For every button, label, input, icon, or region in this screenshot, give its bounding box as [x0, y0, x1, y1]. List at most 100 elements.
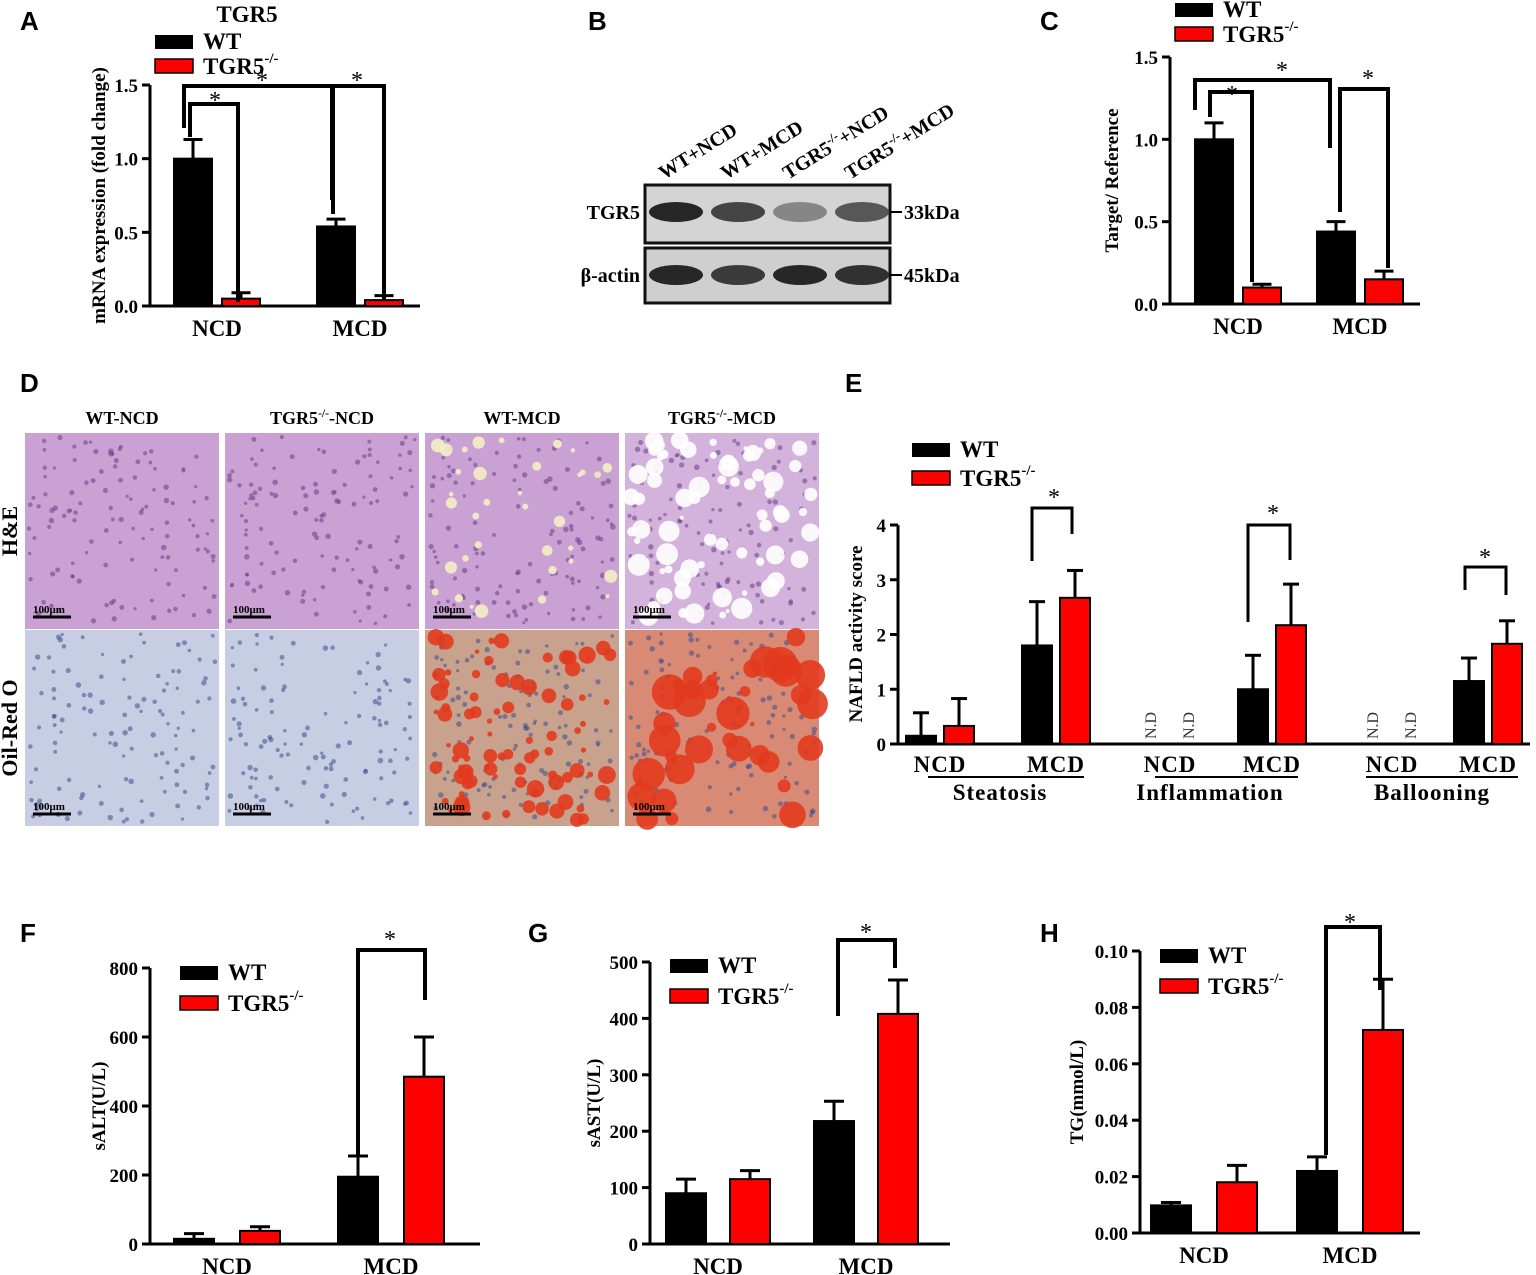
histology-nucleus — [521, 472, 528, 478]
histology-nucleus — [513, 743, 518, 748]
histology-nucleus — [328, 766, 334, 772]
histology-lipid-droplet — [541, 688, 557, 704]
histology-lipid-droplet — [730, 477, 740, 487]
histology-nucleus — [373, 621, 378, 626]
histology-lipid-droplet — [697, 560, 705, 569]
histology-nucleus — [366, 591, 372, 597]
histology-nucleus — [231, 716, 236, 721]
histology-nucleus — [731, 761, 737, 767]
histology-nucleus — [384, 682, 389, 687]
histology-nucleus — [164, 520, 170, 526]
histology-nucleus — [51, 669, 56, 674]
histology-nucleus — [254, 632, 259, 638]
histology-nucleus — [354, 459, 361, 465]
histology-nucleus — [521, 437, 526, 442]
histology-nucleus — [320, 751, 324, 755]
histology-nucleus — [244, 545, 249, 550]
histology-lipid-droplet — [594, 785, 611, 801]
histology-lipid-droplet — [627, 527, 637, 537]
histology-nucleus — [405, 678, 412, 684]
histology-nucleus — [636, 742, 642, 748]
histology-nucleus — [492, 533, 496, 537]
histology-nucleus — [35, 610, 42, 617]
histology-nucleus — [410, 485, 414, 489]
histology-nucleus — [57, 434, 63, 441]
histology-nucleus — [26, 526, 32, 531]
histology-nucleus — [812, 476, 817, 481]
histology-nucleus — [446, 473, 452, 479]
histology-nucleus — [72, 457, 77, 462]
panel-h-bar-ko — [1362, 1028, 1404, 1234]
histology-nucleus — [242, 701, 248, 707]
panel-e-category-label: NCD — [1144, 752, 1197, 777]
histology-nucleus — [335, 743, 341, 749]
histology-nucleus — [428, 543, 434, 550]
histology-nucleus — [678, 462, 685, 468]
histology-nucleus — [595, 679, 601, 685]
histology-lipid-droplet — [674, 582, 692, 600]
histology-nucleus — [362, 769, 369, 775]
panel-e-significance-star: * — [1048, 485, 1060, 511]
panel-e-nd-label: N.D — [1403, 712, 1420, 739]
histology-nucleus — [536, 578, 542, 584]
histology-nucleus — [776, 459, 781, 464]
histology-nucleus — [595, 585, 600, 590]
histology-nucleus — [159, 751, 165, 756]
histology-lipid-droplet — [739, 685, 751, 697]
histology-nucleus — [660, 659, 664, 663]
histology-lipid-droplet — [743, 659, 762, 678]
histology-nucleus — [515, 660, 521, 666]
histology-nucleus — [90, 618, 97, 624]
histology-lipid-droplet — [474, 604, 489, 618]
histology-nucleus — [181, 593, 186, 598]
histology-nucleus — [580, 546, 586, 552]
histology-nucleus — [160, 555, 165, 560]
histology-nucleus — [430, 499, 435, 503]
histology-nucleus — [269, 710, 274, 715]
histology-nucleus — [314, 535, 320, 541]
histology-nucleus — [781, 691, 786, 696]
blot-size-label: 33kDa — [904, 202, 960, 224]
histology-nucleus — [480, 551, 486, 556]
panel-e-ytick-label: 4 — [877, 516, 887, 537]
panel-label-e: E — [845, 368, 862, 398]
histology-nucleus — [98, 801, 104, 806]
histology-lipid-droplet — [587, 771, 594, 778]
histology-nucleus — [494, 450, 499, 455]
histology-lipid-droplet — [602, 462, 613, 473]
panel-e-legend-swatch-ko — [911, 470, 951, 486]
histology-scale-label: 100μm — [433, 604, 465, 616]
chart-panel-e: 0 1 2 3 4 NAFLD activity score NCD MCD N.D N.D NCD… — [846, 437, 1530, 805]
histology-nucleus — [402, 727, 407, 732]
histology-nucleus — [369, 501, 373, 505]
histology-nucleus — [128, 497, 133, 501]
histology-lipid-droplet — [448, 808, 453, 813]
histology-nucleus — [550, 528, 555, 534]
histology-nucleus — [194, 485, 198, 489]
histology-nucleus — [274, 786, 280, 792]
panel-e-significance-bracket — [1463, 565, 1508, 595]
blot-band — [649, 265, 703, 285]
histology-nucleus — [711, 508, 715, 512]
histology-nucleus — [384, 643, 388, 647]
panel-c-y-axis-label: Target/ Reference — [1102, 108, 1123, 252]
histology-nucleus — [585, 775, 589, 780]
histology-nucleus — [108, 505, 114, 511]
panel-g-significance-star: * — [860, 920, 872, 946]
histology-lipid-droplet — [752, 469, 765, 482]
histology-nucleus — [641, 747, 647, 752]
panel-e-y-axis-label: NAFLD activity score — [846, 546, 867, 723]
histology-nucleus — [34, 807, 39, 812]
histology-nucleus — [102, 487, 108, 494]
histology-nucleus — [27, 744, 33, 749]
histology-nucleus — [408, 468, 413, 473]
histology-nucleus — [285, 752, 290, 757]
histology-lipid-droplet — [474, 649, 480, 654]
histology-nucleus — [728, 792, 733, 796]
histology-nucleus — [139, 799, 144, 803]
panel-c-category-label: MCD — [1333, 314, 1388, 339]
histology-nucleus — [135, 459, 141, 465]
panel-f-ytick-label: 400 — [110, 1097, 139, 1118]
histology-nucleus — [715, 449, 721, 456]
histology-nucleus — [748, 529, 754, 536]
